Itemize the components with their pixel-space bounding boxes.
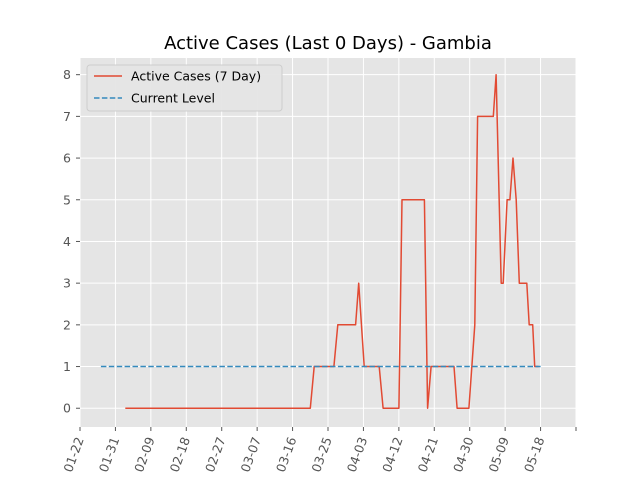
legend-box <box>86 64 283 112</box>
y-tick-label: 5 <box>63 192 71 207</box>
legend: Active Cases (7 Day) Current Level <box>86 64 283 112</box>
y-tick-label: 2 <box>63 317 71 332</box>
y-tick-label: 7 <box>63 109 71 124</box>
y-tick-label: 8 <box>63 67 71 82</box>
y-tick-label: 1 <box>63 359 71 374</box>
chart-title: Active Cases (Last 0 Days) - Gambia <box>164 33 492 54</box>
y-tick-label: 0 <box>63 401 71 416</box>
active-cases-line <box>125 73 539 409</box>
legend-label: Current Level <box>131 91 215 106</box>
y-tick-label: 4 <box>63 234 71 249</box>
plot-area: 01-22 01-31 02-09 02-18 02-27 03-07 03-16 03-25… <box>60 58 577 474</box>
y-tick-label: 6 <box>63 151 71 166</box>
legend-label: Active Cases (7 Day) <box>131 69 261 84</box>
y-tick-label: 3 <box>63 276 71 291</box>
